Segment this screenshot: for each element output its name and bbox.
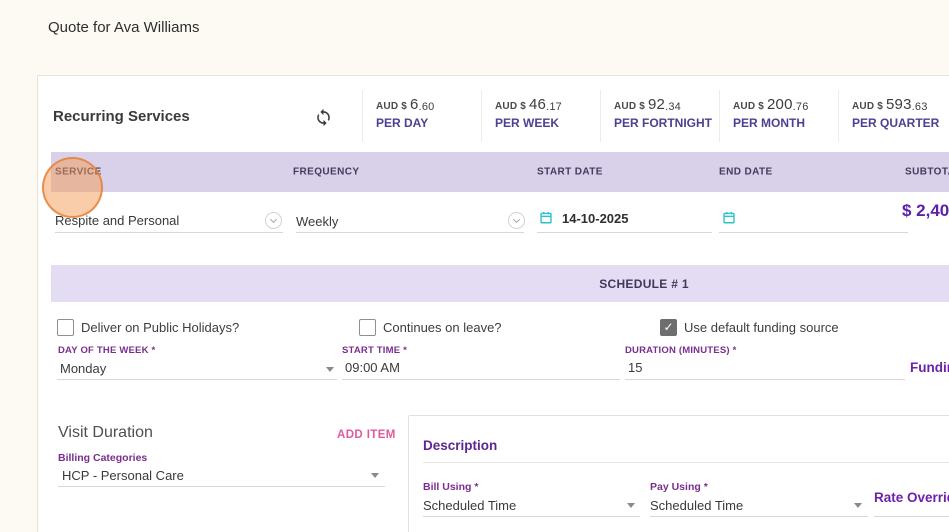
add-item-button[interactable]: ADD ITEM: [337, 429, 396, 441]
start-date-calendar-icon[interactable]: [539, 210, 553, 230]
duration-input[interactable]: 15: [628, 360, 643, 375]
day-of-week-label: DAY OF THE WEEK *: [58, 345, 156, 356]
frequency-dropdown-icon[interactable]: [508, 212, 525, 229]
day-of-week-select[interactable]: Monday: [60, 361, 107, 376]
end-date-underline: [719, 232, 908, 233]
deliver-public-holidays-checkbox[interactable]: ✓: [57, 319, 74, 336]
funding-link[interactable]: Funding: [910, 360, 949, 375]
pay-using-select[interactable]: Scheduled Time: [650, 498, 744, 513]
start-date-input[interactable]: 14-10-2025: [562, 211, 629, 226]
bill-using-caret-icon[interactable]: [627, 503, 635, 508]
column-start-date: START DATE: [537, 166, 603, 178]
day-of-week-caret-icon[interactable]: [326, 367, 334, 372]
deliver-public-holidays-label: Deliver on Public Holidays?: [81, 320, 240, 335]
service-underline: [55, 232, 283, 233]
description-panel: [408, 415, 949, 532]
bill-using-select[interactable]: Scheduled Time: [423, 498, 517, 513]
schedule-title: SCHEDULE # 1: [599, 276, 689, 291]
rate-period-label: PER QUARTER: [852, 116, 940, 130]
duration-label: DURATION (MINUTES) *: [625, 345, 737, 356]
bill-using-underline: [423, 516, 640, 517]
column-end-date: END DATE: [719, 166, 773, 178]
required-asterisk: *: [403, 345, 408, 356]
service-dropdown-icon[interactable]: [265, 212, 282, 229]
visit-duration-title: Visit Duration: [58, 424, 153, 441]
start-time-label: START TIME *: [342, 345, 408, 356]
rate-per-day: AUD $ 6.60 PER DAY: [362, 90, 481, 142]
start-date-underline: [537, 232, 712, 233]
description-title: Description: [423, 438, 498, 453]
billing-categories-caret-icon[interactable]: [371, 473, 379, 478]
column-frequency: FREQUENCY: [293, 166, 360, 178]
billing-categories-select[interactable]: HCP - Personal Care: [62, 468, 184, 483]
pay-using-label: Pay Using *: [650, 481, 708, 493]
schedule-header: SCHEDULE # 1: [51, 265, 949, 302]
page-title: Quote for Ava Williams: [48, 19, 200, 36]
start-time-input[interactable]: 09:00 AM: [345, 360, 400, 375]
rate-per-fortnight: AUD $ 92.34 PER FORTNIGHT: [600, 90, 719, 142]
required-asterisk: *: [732, 345, 737, 356]
rate-per-month: AUD $ 200.76 PER MONTH: [719, 90, 838, 142]
rate-per-quarter: AUD $ 593.63 PER QUARTER: [838, 90, 949, 142]
billing-categories-underline: [58, 486, 385, 487]
bill-using-label: Bill Using *: [423, 481, 479, 493]
default-funding-source-label: Use default funding source: [684, 320, 839, 335]
start-time-underline: [342, 379, 620, 380]
column-subtotal: SUBTOTAL: [905, 166, 949, 178]
continues-on-leave-label: Continues on leave?: [383, 320, 502, 335]
rate-override-underline: [874, 516, 949, 517]
duration-underline: [625, 379, 905, 380]
rate-per-week: AUD $ 46.17 PER WEEK: [481, 90, 600, 142]
rate-period-label: PER DAY: [376, 116, 429, 130]
subtotal-value: $ 2,40: [902, 201, 949, 220]
required-asterisk: *: [151, 345, 156, 356]
rate-override-link[interactable]: Rate Override: [874, 490, 949, 505]
pay-using-underline: [650, 516, 868, 517]
rate-summary: AUD $ 6.60 PER DAY AUD $ 46.17 PER WEEK …: [362, 90, 949, 142]
service-input[interactable]: Respite and Personal: [55, 213, 180, 228]
rate-period-label: PER MONTH: [733, 116, 805, 130]
continues-on-leave-checkbox[interactable]: ✓: [359, 319, 376, 336]
day-of-week-underline: [57, 379, 337, 380]
end-date-calendar-icon[interactable]: [722, 210, 736, 230]
table-header: SERVICE FREQUENCY START DATE END DATE SU…: [51, 152, 949, 192]
description-divider: [423, 462, 949, 463]
required-asterisk: *: [474, 481, 479, 493]
recurring-services-title: Recurring Services: [53, 108, 190, 125]
pay-using-caret-icon[interactable]: [854, 503, 862, 508]
refresh-icon[interactable]: [314, 108, 334, 128]
frequency-underline: [296, 232, 524, 233]
rate-period-label: PER WEEK: [495, 116, 560, 130]
click-highlight: [42, 157, 103, 218]
rate-period-label: PER FORTNIGHT: [614, 116, 712, 130]
frequency-input[interactable]: Weekly: [296, 214, 339, 229]
check-icon: ✓: [663, 320, 674, 334]
default-funding-source-checkbox[interactable]: ✓: [660, 319, 677, 336]
required-asterisk: *: [703, 481, 708, 493]
billing-categories-label: Billing Categories: [58, 452, 148, 464]
